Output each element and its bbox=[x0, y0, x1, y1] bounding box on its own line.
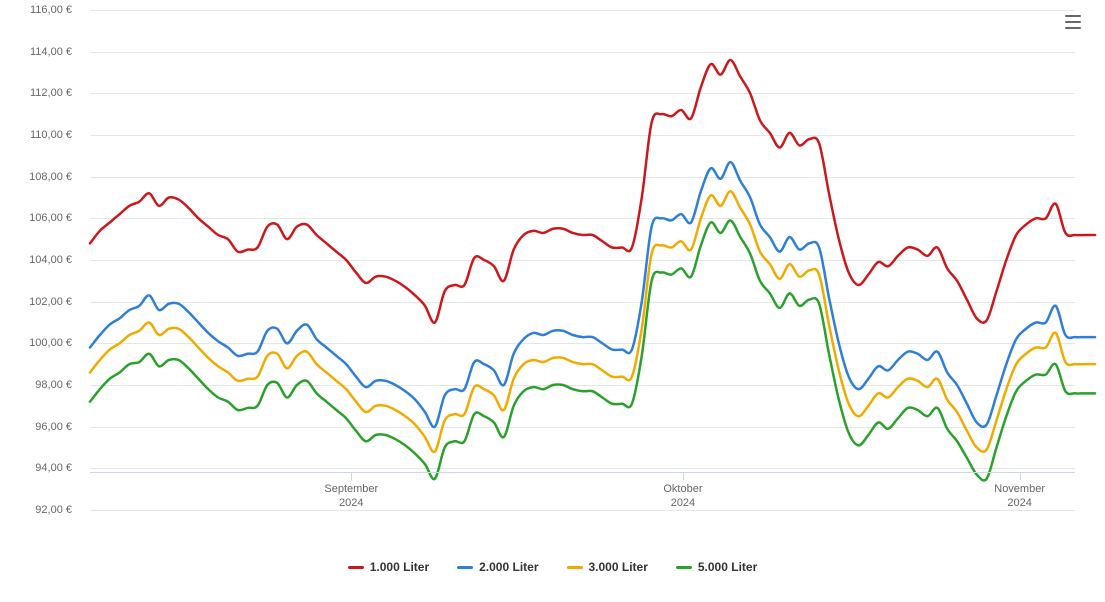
legend-label: 5.000 Liter bbox=[698, 560, 757, 574]
y-tick-label: 106,00 € bbox=[29, 212, 72, 224]
legend-swatch bbox=[457, 566, 473, 569]
legend-item[interactable]: 1.000 Liter bbox=[348, 560, 429, 574]
x-tick bbox=[1020, 472, 1021, 480]
y-tick-label: 98,00 € bbox=[35, 379, 72, 391]
series-line bbox=[90, 162, 1095, 427]
legend-label: 1.000 Liter bbox=[370, 560, 429, 574]
x-tick-label: Oktober2024 bbox=[663, 482, 702, 511]
y-tick-label: 110,00 € bbox=[30, 129, 72, 141]
plot-area: 92,00 €94,00 €96,00 €98,00 €100,00 €102,… bbox=[20, 10, 1085, 510]
y-tick-label: 92,00 € bbox=[35, 504, 72, 516]
legend-label: 3.000 Liter bbox=[589, 560, 648, 574]
line-series-svg bbox=[90, 10, 1095, 510]
y-axis-labels: 92,00 €94,00 €96,00 €98,00 €100,00 €102,… bbox=[20, 10, 80, 510]
x-tick-label: November2024 bbox=[994, 482, 1045, 511]
y-tick-label: 112,00 € bbox=[30, 87, 72, 99]
legend-item[interactable]: 3.000 Liter bbox=[567, 560, 648, 574]
y-tick-label: 108,00 € bbox=[29, 171, 72, 183]
legend-swatch bbox=[676, 566, 692, 569]
x-axis: September2024 Oktober2024 November2024 bbox=[90, 472, 1075, 512]
legend-swatch bbox=[348, 566, 364, 569]
series-line bbox=[90, 191, 1095, 452]
series-line bbox=[90, 60, 1095, 323]
legend-item[interactable]: 5.000 Liter bbox=[676, 560, 757, 574]
y-tick-label: 102,00 € bbox=[29, 296, 72, 308]
legend-swatch bbox=[567, 566, 583, 569]
y-tick-label: 94,00 € bbox=[35, 462, 72, 474]
y-tick-label: 104,00 € bbox=[29, 254, 72, 266]
y-tick-label: 116,00 € bbox=[30, 4, 72, 16]
y-tick-label: 114,00 € bbox=[30, 46, 72, 58]
x-axis-line bbox=[90, 472, 1075, 473]
x-tick bbox=[351, 472, 352, 480]
legend: 1.000 Liter 2.000 Liter 3.000 Liter 5.000 L… bbox=[20, 560, 1085, 574]
y-tick-label: 96,00 € bbox=[35, 421, 72, 433]
y-tick-label: 100,00 € bbox=[29, 337, 72, 349]
chart-container: 92,00 € 94,00 € 96,00 € 98,00 € 100,00 € 102,… bbox=[0, 0, 1105, 602]
legend-item[interactable]: 2.000 Liter bbox=[457, 560, 538, 574]
x-tick-label: September2024 bbox=[324, 482, 378, 511]
x-tick bbox=[683, 472, 684, 480]
legend-label: 2.000 Liter bbox=[479, 560, 538, 574]
